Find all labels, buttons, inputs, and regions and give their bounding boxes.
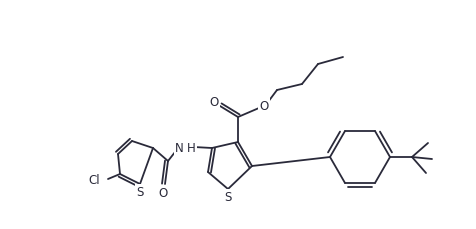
Text: O: O xyxy=(209,96,218,109)
Text: S: S xyxy=(224,191,231,204)
Text: N: N xyxy=(175,141,184,154)
Text: H: H xyxy=(186,141,195,154)
Text: O: O xyxy=(158,187,167,200)
Text: Cl: Cl xyxy=(88,173,100,186)
Text: O: O xyxy=(259,99,268,112)
Text: S: S xyxy=(136,186,143,199)
